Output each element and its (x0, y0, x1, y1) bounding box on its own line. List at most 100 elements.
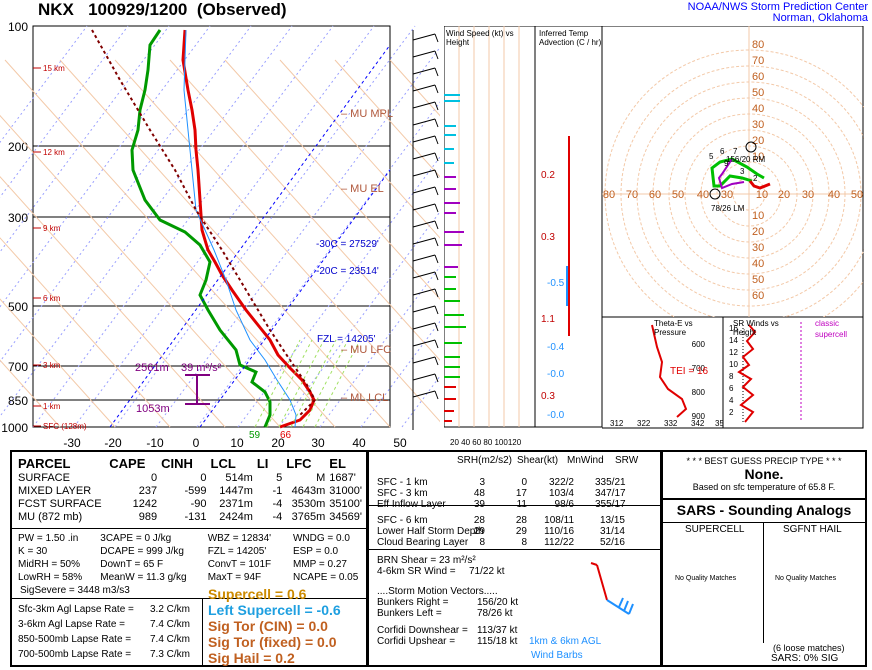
hodo-xtick: 50 (672, 189, 684, 201)
thermo-box: PARCEL CAPE CINH LCL LI LFC EL SURFACE 0 0… (10, 450, 368, 667)
kin-header: SRW (615, 455, 639, 466)
hdr-lfc: LFC (286, 456, 312, 471)
thermo-cell: NCAPE = 0.05 (292, 572, 359, 583)
thermo-row: MidRH = 50% DownT = 65 F ConvT = 101F MMP =… (18, 558, 366, 571)
kin-cell: 355/17 (595, 499, 626, 510)
theta-ytick: 900 (692, 412, 706, 421)
hodo-xtick: 30 (802, 189, 814, 201)
barb-6km (606, 599, 630, 615)
theta-xtick: 342 (691, 419, 705, 428)
wind-barb-flag (434, 203, 439, 213)
ml-lcl-label: – ML LCL (341, 392, 388, 404)
sr-winds-title: SR Winds vs Height (733, 319, 779, 337)
indices-list: Supercell = 0.6 Left Supercell = -0.6 Sig … (208, 586, 341, 666)
thermo-cell: FZL = 14205' (207, 546, 267, 557)
parcel-row: FCST SURFACE 1242 -90 2371m -4 3530m 35100' (18, 497, 366, 510)
mixing-ratio-line (314, 339, 361, 428)
wind-barb-flag (434, 288, 439, 298)
kin-row-label: SFC - 3 km (377, 488, 428, 499)
kin-divider-2 (369, 549, 660, 550)
kin-row-label: SFC - 1 km (377, 477, 428, 488)
motion-title: ....Storm Motion Vectors..... (377, 586, 498, 597)
motion-label: Corfidi Downshear = (377, 625, 468, 636)
wind-speed-bar (444, 188, 456, 190)
lapse-value: 7.3 C/km (150, 649, 191, 660)
thermo-cell: LowRH = 58% (18, 572, 83, 583)
height-label: 12 km (43, 148, 65, 157)
wind-speed-bar (444, 398, 456, 400)
parcel-cell: MU (872 mb) (18, 510, 83, 523)
hdr-lcl: LCL (210, 456, 236, 471)
motion-value: 78/26 kt (477, 608, 513, 619)
divider-2 (12, 598, 366, 599)
kin-cell: 103/4 (548, 488, 574, 499)
hodo-toptick: 30 (752, 119, 764, 131)
wind-barb-flag (434, 339, 439, 349)
srw-ytick: 2 (729, 408, 734, 417)
eff-top-label: 2561m (135, 362, 169, 374)
dry-adiabat (0, 359, 61, 428)
hodo-ytick: 50 (752, 274, 764, 286)
thermo-cell: MaxT = 94F (207, 572, 262, 583)
lapse-value: 7.4 C/km (150, 634, 191, 645)
isotherm (196, 101, 440, 428)
parcel-cell: FCST SURFACE (18, 497, 102, 510)
isotherm (0, 25, 293, 418)
hodo-trace-purple (717, 158, 745, 190)
wind-speed-bar (444, 288, 456, 290)
eff-srh-label: 39 m²/s² (181, 362, 222, 374)
pressure-label-100: 100 (8, 20, 28, 34)
kin-cell: 28 (473, 515, 485, 526)
lapse-row: 700-500mb Lapse Rate = 7.3 C/km (18, 647, 194, 662)
wind-barb-flag (434, 390, 439, 400)
hodo-toptick: 20 (752, 135, 764, 147)
wind-barb (412, 50, 436, 58)
thermo-row: K = 30 DCAPE = 999 J/kg FZL = 14205' ESP = … (18, 545, 366, 558)
kin-row-label: SFC - 6 km (377, 515, 428, 526)
parcel-cell: 1242 (132, 497, 158, 510)
mixing-ratio-line (266, 339, 313, 428)
srw-ytick: 10 (729, 360, 738, 369)
brn-shear: BRN Shear = 23 m²/s² (377, 555, 476, 566)
sars-sig: SARS: 0% SIG (771, 653, 839, 664)
advection-value: 0.2 (541, 170, 555, 181)
kin-cell: 98/6 (554, 499, 574, 510)
index-value: Left Supercell = -0.6 (208, 602, 341, 618)
theta-ytick: 800 (692, 388, 706, 397)
station-title: NKX 100929/1200 (Observed) (38, 0, 287, 20)
wind-barb (412, 271, 436, 279)
wind-speed-bar (444, 244, 462, 246)
isotherm-0c (109, 44, 391, 428)
wind-barb (412, 356, 436, 364)
wind-barb (412, 254, 436, 262)
precip-box: * * * BEST GUESS PRECIP TYPE * * * None.… (661, 450, 867, 500)
parcel-table: PARCEL CAPE CINH LCL LI LFC EL SURFACE 0 0… (18, 456, 366, 523)
wind-barb-flag (434, 169, 439, 179)
hodo-point-label: 2 (753, 174, 758, 183)
height-label: 1 km (43, 402, 61, 411)
parcel-cell: 989 (138, 510, 158, 523)
parcel-header: PARCEL CAPE CINH LCL LI LFC EL (18, 456, 366, 471)
mu-el-label: – MU EL (341, 183, 384, 195)
parcel-trace (91, 29, 317, 416)
lapse-row: 3-6km Agl Lapse Rate = 7.4 C/km (18, 617, 194, 632)
hdr-cape: CAPE (109, 456, 146, 471)
sars-col-hail: SGFNT HAIL (783, 524, 842, 535)
rm-label: 156/20 RM (726, 155, 765, 164)
sounding-status: (Observed) (196, 0, 287, 19)
advection-value: -0.4 (547, 342, 565, 353)
kin-cell: 110/16 (544, 526, 574, 537)
wind-barb (412, 305, 436, 313)
kin-cell: 29 (515, 526, 527, 537)
srw-ytick: 4 (729, 396, 734, 405)
wind-speed-bar (444, 420, 452, 422)
kin-cell: 335/21 (595, 477, 626, 488)
wind-barb-flag (434, 186, 439, 196)
hodo-xtick: 50 (851, 189, 863, 201)
wind-speed-bar (444, 326, 466, 328)
advection-value: -0.0 (547, 369, 565, 380)
kin-cell: 31/14 (599, 526, 625, 537)
temp-tick-10: 10 (230, 436, 244, 450)
temp-tick-40: 40 (352, 436, 366, 450)
